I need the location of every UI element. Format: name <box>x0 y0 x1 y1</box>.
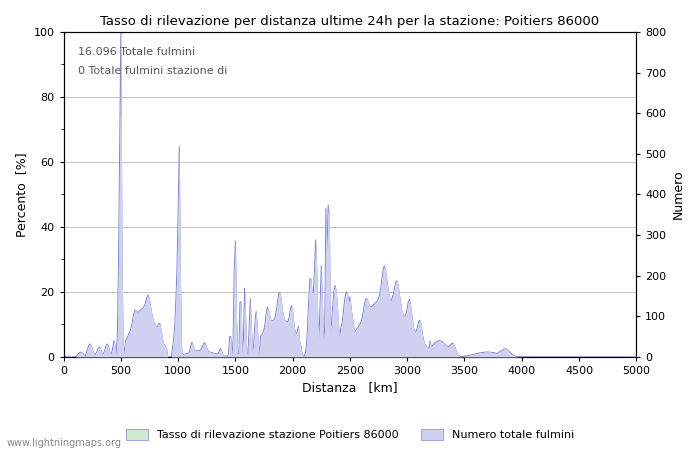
Y-axis label: Numero: Numero <box>672 170 685 219</box>
Text: 16.096 Totale fulmini: 16.096 Totale fulmini <box>78 46 195 57</box>
Title: Tasso di rilevazione per distanza ultime 24h per la stazione: Poitiers 86000: Tasso di rilevazione per distanza ultime… <box>100 15 599 28</box>
X-axis label: Distanza   [km]: Distanza [km] <box>302 382 398 395</box>
Legend: Tasso di rilevazione stazione Poitiers 86000, Numero totale fulmini: Tasso di rilevazione stazione Poitiers 8… <box>121 424 579 445</box>
Text: 0 Totale fulmini stazione di: 0 Totale fulmini stazione di <box>78 66 228 76</box>
Text: www.lightningmaps.org: www.lightningmaps.org <box>7 438 122 448</box>
Y-axis label: Percento  [%]: Percento [%] <box>15 152 28 237</box>
